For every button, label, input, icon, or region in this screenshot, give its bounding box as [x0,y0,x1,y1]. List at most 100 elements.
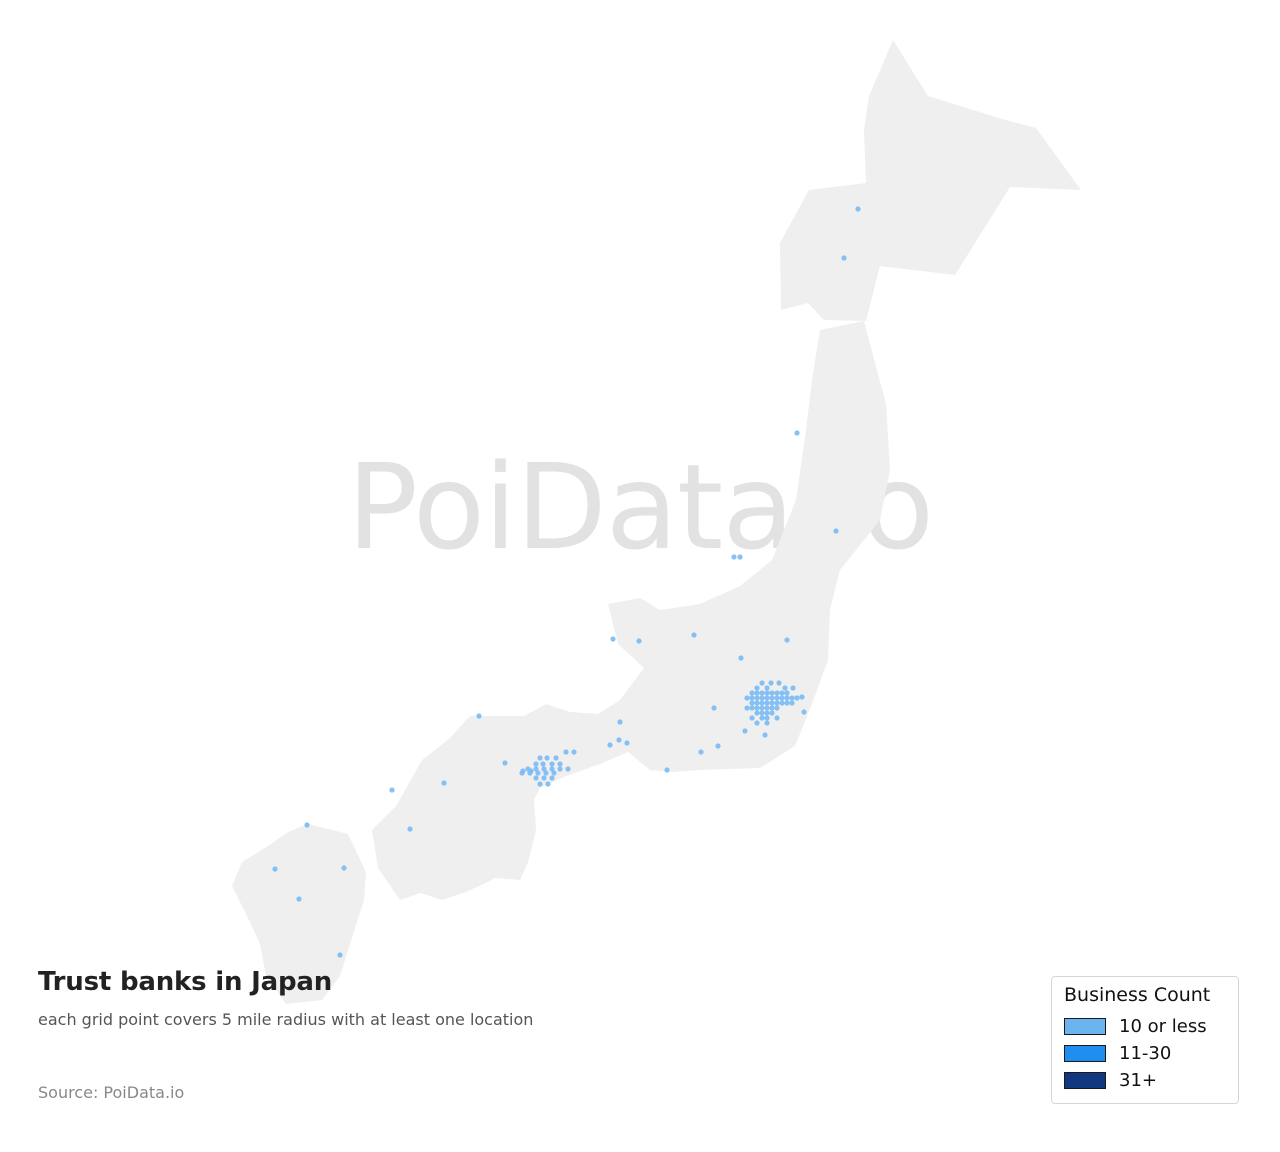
map-data-point [769,700,775,706]
source-attribution: Source: PoiData.io [38,1083,185,1102]
map-data-point [737,554,743,560]
landmass-honshu [372,321,890,900]
map-data-point [624,740,630,746]
map-data-point [754,690,760,696]
map-data-point [774,690,780,696]
map-data-point [759,700,765,706]
map-data-point [525,766,531,772]
map-data-point [744,695,750,701]
map-data-point [549,766,555,772]
map-data-point [749,705,755,711]
map-data-point [749,700,755,706]
map-data-point [749,690,755,696]
map-data-point [610,636,616,642]
map-data-point [527,770,533,776]
map-data-point [565,766,571,772]
map-data-point [774,695,780,701]
map-data-point [711,705,717,711]
map-data-point [541,775,547,781]
map-data-point [698,749,704,755]
map-data-point [738,655,744,661]
map-data-point [533,766,539,772]
map-data-point [759,690,765,696]
map-data-point [769,695,775,701]
map-data-point [764,705,770,711]
page-subtitle: each grid point covers 5 mile radius wit… [38,1009,534,1029]
legend-swatch-31-plus [1064,1071,1106,1089]
legend-row: 31+ [1064,1067,1226,1094]
map-data-point [764,695,770,701]
map-data-point [841,255,847,261]
map-data-point [519,770,525,776]
page-title: Trust banks in Japan [38,967,333,997]
map-data-point [782,685,788,691]
legend-title: Business Count [1064,984,1211,1006]
map-data-point [754,720,760,726]
map-data-point [855,206,861,212]
map-data-point [304,822,310,828]
map-data-point [341,865,347,871]
map-data-point [544,755,550,761]
map-data-point [769,705,775,711]
map-data-point [789,695,795,701]
map-data-point [759,695,765,701]
legend-label-31-plus: 31+ [1119,1069,1157,1091]
map-data-point [749,715,755,721]
title-block: Trust banks in Japan each grid point cov… [38,966,533,1031]
map-data-point [744,705,750,711]
map-data-point [784,690,790,696]
map-data-point [754,685,760,691]
map-data-point [769,690,775,696]
legend-row: 11-30 [1064,1040,1226,1067]
legend-swatch-10-or-less [1064,1017,1106,1035]
map-data-point [754,710,760,716]
map-data-point [389,787,395,793]
map-data-point [754,695,760,701]
landmass-shikoku [408,790,528,900]
map-data-point [769,710,775,716]
map-data-point [764,700,770,706]
map-data-point [779,700,785,706]
map-data-point [557,766,563,772]
map-data-point [790,685,796,691]
map-data-point [571,749,577,755]
map-data-point [533,761,539,767]
map-data-point [764,690,770,696]
map-data-point [768,680,774,686]
legend-label-11-30: 11-30 [1119,1042,1172,1064]
map-data-point [789,700,795,706]
map-data-point [551,770,557,776]
map-data-point [799,694,805,700]
legend-swatch-11-30 [1064,1044,1106,1062]
map-data-point [774,705,780,711]
map-data-point [794,695,800,701]
legend-label-10-or-less: 10 or less [1119,1015,1207,1037]
map-data-point [749,695,755,701]
map-data-point [764,715,770,721]
map-data-point [764,685,770,691]
map-data-point [794,430,800,436]
map-data-point [528,768,534,774]
map-data-point [502,760,508,766]
map-data-point [537,755,543,761]
map-data-point [543,770,549,776]
map-data-point [540,761,546,767]
map-data-point [533,775,539,781]
map-data-point [557,761,563,767]
legend-panel: Business Count 10 or less 11-30 31+ [1051,976,1239,1104]
map-data-point [759,710,765,716]
landmass-hokkaido [780,40,1081,321]
map-data-point [636,638,642,644]
map-data-point [784,700,790,706]
map-data-point [762,732,768,738]
map-data-point [664,767,670,773]
map-data-point [691,632,697,638]
map-data-point [764,720,770,726]
watermark-poidata: PoiData.io [346,438,934,576]
map-data-point [476,713,482,719]
map-data-point [801,709,807,715]
map-data-point [520,768,526,774]
map-data-point [784,695,790,701]
map-data-point [731,554,737,560]
map-data-point [296,896,302,902]
